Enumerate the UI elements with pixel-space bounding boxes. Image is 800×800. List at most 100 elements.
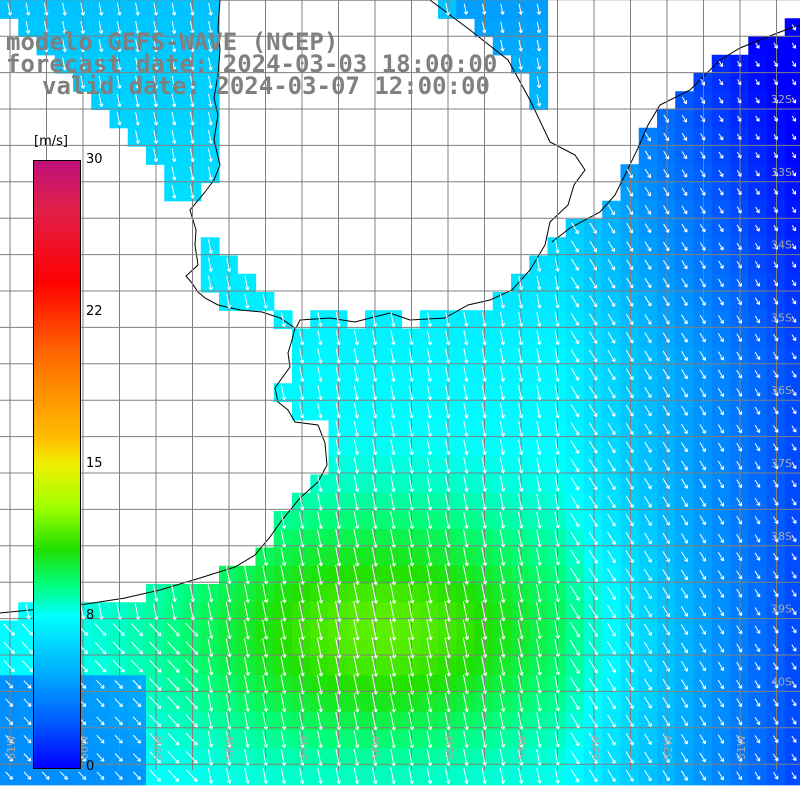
wind-arrow bbox=[517, 675, 524, 694]
wind-arrow bbox=[717, 533, 725, 544]
wind-arrow bbox=[589, 222, 597, 234]
wind-arrow bbox=[114, 698, 123, 708]
latitude-label: 36S bbox=[771, 384, 792, 397]
wind-arrow bbox=[353, 564, 360, 586]
wind-arrow bbox=[736, 552, 743, 562]
wind-arrow bbox=[699, 242, 706, 251]
wind-arrow bbox=[773, 370, 779, 379]
latitude-label: 37S bbox=[771, 457, 792, 470]
wind-arrow bbox=[755, 170, 760, 177]
wind-arrow bbox=[353, 384, 360, 401]
wind-arrow bbox=[717, 387, 724, 398]
wind-arrow bbox=[317, 330, 323, 346]
wind-arrow bbox=[644, 295, 652, 307]
wind-arrow bbox=[149, 696, 162, 710]
wind-arrow bbox=[353, 475, 360, 493]
wind-arrow bbox=[389, 564, 397, 586]
wind-arrow bbox=[335, 582, 342, 604]
wind-arrow bbox=[171, 93, 177, 108]
wind-arrow bbox=[755, 42, 760, 49]
wind-arrow bbox=[754, 388, 761, 397]
wind-arrow bbox=[463, 3, 469, 15]
wind-arrow bbox=[149, 769, 161, 782]
wind-arrow bbox=[791, 316, 797, 323]
wind-arrow bbox=[280, 693, 287, 713]
wind-arrow bbox=[499, 712, 506, 730]
wind-arrow bbox=[755, 152, 760, 159]
wind-arrow bbox=[335, 693, 342, 713]
wind-arrow bbox=[171, 130, 177, 144]
wind-arrow bbox=[588, 604, 598, 619]
wind-arrow bbox=[644, 441, 652, 453]
wind-arrow bbox=[225, 602, 232, 621]
wind-arrow bbox=[718, 296, 724, 306]
wind-arrow bbox=[463, 767, 469, 784]
wind-arrow bbox=[208, 75, 213, 89]
wind-arrow bbox=[680, 752, 688, 763]
wind-arrow bbox=[390, 511, 396, 530]
wind-arrow bbox=[699, 752, 706, 763]
wind-arrow bbox=[185, 732, 198, 746]
wind-arrow bbox=[371, 655, 378, 677]
wind-arrow bbox=[298, 565, 305, 585]
wind-arrow bbox=[662, 678, 670, 691]
wind-arrow bbox=[717, 752, 725, 763]
wind-arrow bbox=[625, 404, 634, 417]
wind-arrow bbox=[662, 423, 670, 435]
wind-arrow bbox=[755, 97, 760, 104]
wind-arrow bbox=[681, 296, 688, 307]
wind-arrow bbox=[316, 637, 324, 659]
wind-arrow bbox=[96, 771, 105, 780]
wind-arrow bbox=[445, 312, 451, 327]
wind-arrow bbox=[189, 39, 195, 53]
wind-arrow bbox=[773, 479, 779, 488]
longitude-label: 53W bbox=[589, 735, 602, 760]
wind-arrow bbox=[426, 582, 433, 604]
wind-cell bbox=[784, 127, 800, 147]
wind-arrow bbox=[353, 730, 360, 749]
wind-arrow bbox=[536, 3, 542, 15]
wind-arrow bbox=[773, 698, 779, 707]
wind-arrow bbox=[262, 749, 268, 766]
colorbar-unit: [m/s] bbox=[34, 134, 68, 149]
wind-arrow bbox=[481, 511, 487, 529]
wind-arrow bbox=[754, 607, 761, 616]
wind-arrow bbox=[185, 751, 198, 764]
colorbar bbox=[33, 160, 81, 769]
wind-arrow bbox=[718, 115, 724, 123]
wind-arrow bbox=[699, 387, 706, 398]
wind-arrow bbox=[148, 623, 162, 637]
wind-arrow bbox=[135, 111, 140, 126]
wind-arrow bbox=[114, 734, 123, 744]
wind-arrow bbox=[700, 169, 706, 178]
wind-arrow bbox=[717, 497, 725, 507]
wind-arrow bbox=[408, 564, 415, 586]
wind-arrow bbox=[481, 493, 487, 511]
wind-arrow bbox=[570, 732, 580, 747]
wind-arrow bbox=[335, 547, 342, 567]
wind-arrow bbox=[699, 278, 706, 288]
wind-arrow bbox=[644, 186, 652, 197]
wind-arrow bbox=[426, 730, 433, 749]
wind-arrow bbox=[499, 475, 506, 492]
wind-arrow bbox=[226, 749, 232, 766]
wind-arrow bbox=[390, 366, 396, 382]
wind-arrow bbox=[755, 79, 760, 86]
wind-cell bbox=[784, 711, 800, 731]
wind-arrow bbox=[500, 3, 505, 15]
wind-arrow bbox=[681, 369, 688, 380]
wind-arrow bbox=[570, 276, 579, 290]
wind-arrow bbox=[518, 457, 524, 474]
wind-arrow bbox=[736, 170, 742, 177]
wind-cell bbox=[784, 419, 800, 439]
wind-arrow bbox=[94, 623, 107, 637]
wind-arrow bbox=[371, 546, 378, 567]
wind-arrow bbox=[208, 2, 213, 16]
wind-arrow bbox=[554, 675, 561, 694]
wind-arrow bbox=[444, 656, 451, 677]
wind-arrow bbox=[607, 732, 616, 746]
wind-arrow bbox=[607, 477, 616, 490]
wind-arrow bbox=[208, 130, 213, 144]
wind-arrow bbox=[644, 423, 652, 435]
wind-arrow bbox=[755, 133, 760, 141]
